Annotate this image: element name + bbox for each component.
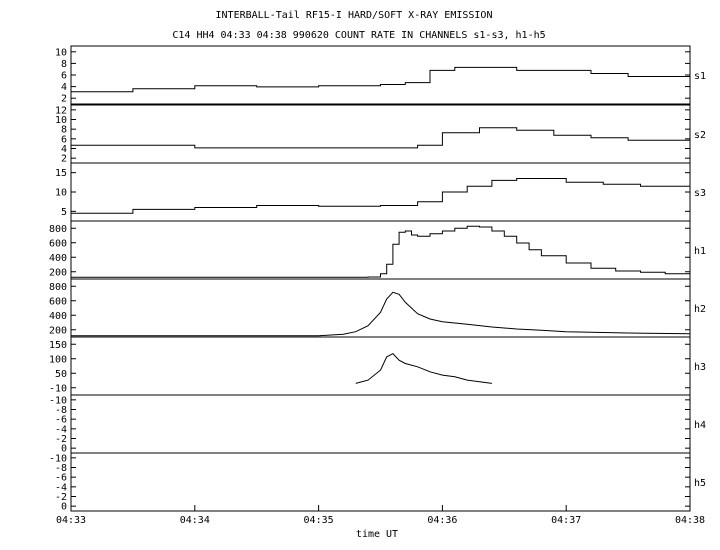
panel-h1: 200 400 600 800 h1 <box>49 220 706 280</box>
y-tick-label-h4: -10 <box>49 395 67 406</box>
panel-frame-s2 <box>70 104 691 164</box>
y-tick-label-h2: 400 <box>49 311 67 322</box>
panel-h5: 0-2-4-6-8-10 h5 <box>49 452 706 513</box>
y-tick-label-h5: -2 <box>55 492 67 503</box>
x-axis: 04:33 04:34 04:35 04:36 04:37 04:38 <box>56 505 705 526</box>
y-tick-label-h4: 0 <box>61 444 67 455</box>
panel-h3: -10 50 100 150 h3 <box>49 336 706 396</box>
y-tick-label-h5: 0 <box>61 502 67 513</box>
y-tick-label-h5: -4 <box>55 482 67 493</box>
panel-s3: 5 10 15 s3 <box>55 162 706 222</box>
y-tick-label-h5: -8 <box>55 463 67 474</box>
y-tick-label-h1: 600 <box>49 238 67 249</box>
y-tick-label-s1: 10 <box>55 47 67 58</box>
y-tick-label-h3: 100 <box>49 354 67 365</box>
y-tick-label-h3: -10 <box>49 383 67 394</box>
y-tick-label-s3: 15 <box>55 168 67 179</box>
x-tick-label: 04:36 <box>427 515 457 526</box>
y-tick-label-s2: 10 <box>55 115 67 126</box>
y-tick-label-h1: 200 <box>49 267 67 278</box>
x-tick-label: 04:34 <box>180 515 210 526</box>
panel-frame-h2 <box>70 278 691 338</box>
y-tick-label-s2: 6 <box>61 134 67 145</box>
series-line-s2 <box>71 127 691 149</box>
channel-label-h1: h1 <box>694 246 706 257</box>
y-tick-label-h2: 600 <box>49 296 67 307</box>
panel-frame-h5 <box>70 452 691 512</box>
y-tick-label-h2: 800 <box>49 282 67 293</box>
chart-title: INTERBALL-Tail RF15-I HARD/SOFT X-RAY EM… <box>216 10 493 21</box>
y-tick-label-s2: 2 <box>61 154 67 165</box>
y-tick-label-h4: -4 <box>55 424 67 435</box>
series-line-s1 <box>71 66 690 93</box>
x-tick-label: 04:37 <box>551 515 581 526</box>
series-line-h3 <box>355 352 492 384</box>
y-tick-label-h5: -6 <box>55 473 67 484</box>
channel-label-s3: s3 <box>694 188 706 199</box>
x-tick-label: 04:33 <box>56 515 86 526</box>
y-tick-label-s3: 5 <box>61 207 67 218</box>
y-tick-label-s1: 2 <box>61 94 67 105</box>
y-tick-label-h3: 50 <box>55 369 67 380</box>
y-tick-label-s1: 4 <box>61 82 67 93</box>
channel-label-s1: s1 <box>694 71 706 82</box>
panel-frame-s1 <box>70 45 691 105</box>
y-tick-label-h3: 150 <box>49 340 67 351</box>
panels: 246810s124681012s251015s3200400600800h12… <box>49 45 706 513</box>
x-axis-label: time UT <box>356 529 398 540</box>
channel-label-h2: h2 <box>694 304 706 315</box>
channel-label-h4: h4 <box>694 420 706 431</box>
y-tick-label-h2: 200 <box>49 325 67 336</box>
channel-label-s2: s2 <box>694 130 706 141</box>
y-tick-label-s2: 8 <box>61 125 67 136</box>
y-tick-label-h5: -10 <box>49 453 67 464</box>
y-tick-label-s2: 12 <box>55 105 67 116</box>
chart-subtitle: C14 HH4 04:33 04:38 990620 COUNT RATE IN… <box>172 30 545 41</box>
y-tick-label-s2: 4 <box>61 144 67 155</box>
channel-label-h3: h3 <box>694 362 706 373</box>
y-tick-label-h1: 800 <box>49 224 67 235</box>
y-tick-label-h4: -6 <box>55 415 67 426</box>
panel-frame-h3 <box>70 336 691 396</box>
y-tick-label-h4: -8 <box>55 405 67 416</box>
series-line-h2 <box>71 291 691 337</box>
panel-h2: 200 400 600 800 h2 <box>49 278 706 338</box>
y-tick-label-h4: -2 <box>55 434 67 445</box>
series-line-s3 <box>71 178 691 214</box>
y-tick-label-s1: 6 <box>61 71 67 82</box>
panel-h4: 0-2-4-6-8-10 h4 <box>49 394 706 455</box>
y-tick-label-s3: 10 <box>55 188 67 199</box>
channel-label-h5: h5 <box>694 478 706 489</box>
panel-frame-s3 <box>70 162 691 222</box>
x-tick-label: 04:38 <box>675 515 705 526</box>
series-line-h1 <box>71 225 691 278</box>
panel-frame-h4 <box>70 394 691 454</box>
panel-frame-h1 <box>70 220 691 280</box>
y-tick-label-h1: 400 <box>49 253 67 264</box>
x-tick-label: 04:35 <box>304 515 334 526</box>
y-tick-label-s1: 8 <box>61 59 67 70</box>
